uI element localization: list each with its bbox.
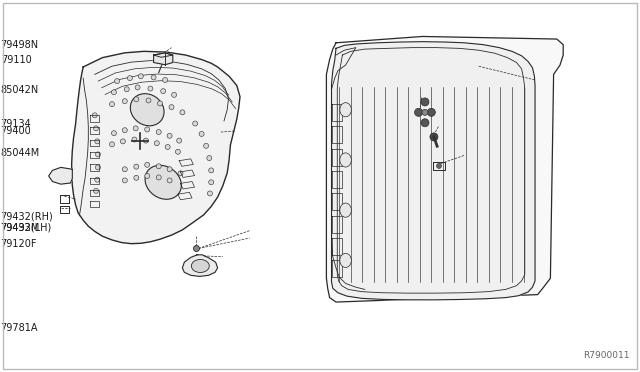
Circle shape (145, 173, 150, 179)
Circle shape (111, 90, 116, 95)
Ellipse shape (340, 153, 351, 167)
Polygon shape (49, 167, 72, 184)
Circle shape (146, 98, 151, 103)
Circle shape (133, 126, 138, 131)
Circle shape (167, 178, 172, 183)
Circle shape (122, 99, 127, 104)
Text: 85042N: 85042N (1, 85, 39, 95)
Circle shape (145, 127, 150, 132)
Circle shape (145, 162, 150, 167)
Circle shape (163, 77, 168, 83)
Circle shape (199, 131, 204, 137)
Ellipse shape (145, 165, 181, 199)
Circle shape (209, 180, 214, 185)
Polygon shape (332, 42, 535, 300)
Circle shape (178, 171, 183, 176)
Circle shape (115, 78, 120, 84)
Circle shape (207, 155, 212, 161)
Circle shape (415, 108, 422, 116)
Circle shape (180, 110, 185, 115)
Circle shape (95, 165, 100, 170)
Circle shape (124, 87, 129, 92)
Text: 85044M: 85044M (1, 148, 40, 158)
Ellipse shape (340, 203, 351, 217)
Circle shape (127, 76, 132, 81)
Circle shape (161, 89, 166, 94)
Circle shape (167, 133, 172, 138)
Circle shape (120, 139, 125, 144)
Circle shape (436, 163, 442, 169)
Text: 79120F: 79120F (0, 239, 36, 248)
Circle shape (109, 142, 115, 147)
Polygon shape (154, 53, 173, 65)
Text: 79432(RH): 79432(RH) (1, 212, 53, 221)
Circle shape (138, 74, 143, 79)
Circle shape (132, 137, 137, 142)
Circle shape (156, 175, 161, 180)
Ellipse shape (340, 103, 351, 117)
Circle shape (148, 86, 153, 91)
Circle shape (93, 188, 99, 193)
Circle shape (135, 85, 140, 90)
Circle shape (207, 191, 212, 196)
Text: 79134: 79134 (1, 119, 31, 128)
Circle shape (177, 138, 182, 143)
Circle shape (134, 97, 139, 102)
Circle shape (122, 167, 127, 172)
Polygon shape (182, 255, 218, 276)
Circle shape (204, 143, 209, 148)
Circle shape (95, 152, 100, 157)
Text: 79498N: 79498N (0, 41, 38, 50)
Circle shape (175, 149, 180, 154)
Circle shape (93, 126, 99, 131)
Circle shape (156, 129, 161, 135)
Circle shape (422, 109, 428, 115)
Circle shape (151, 75, 156, 80)
Circle shape (109, 102, 115, 107)
Polygon shape (72, 51, 240, 244)
Circle shape (165, 144, 170, 150)
Circle shape (111, 131, 116, 136)
Circle shape (428, 108, 435, 116)
Text: 79433(LH): 79433(LH) (1, 223, 52, 232)
Circle shape (157, 101, 163, 106)
Circle shape (122, 178, 127, 183)
Circle shape (143, 138, 148, 143)
Text: 79400: 79400 (1, 126, 31, 136)
Text: 79110: 79110 (1, 55, 31, 65)
Circle shape (134, 175, 139, 180)
Circle shape (169, 105, 174, 110)
Ellipse shape (131, 94, 164, 126)
Circle shape (154, 141, 159, 146)
Circle shape (209, 168, 214, 173)
Circle shape (172, 92, 177, 97)
Circle shape (193, 121, 198, 126)
Circle shape (95, 177, 100, 182)
Text: 79492M: 79492M (0, 223, 40, 232)
Circle shape (430, 133, 438, 141)
Circle shape (134, 164, 139, 169)
Circle shape (92, 113, 97, 118)
Ellipse shape (191, 260, 209, 272)
Text: R7900011: R7900011 (584, 351, 630, 360)
Circle shape (95, 139, 100, 144)
Text: 79781A: 79781A (1, 323, 38, 333)
Circle shape (421, 119, 429, 127)
Circle shape (156, 164, 161, 169)
Circle shape (193, 246, 200, 251)
Circle shape (421, 98, 429, 106)
Circle shape (167, 167, 172, 172)
Circle shape (122, 128, 127, 133)
Ellipse shape (340, 253, 351, 267)
Polygon shape (326, 36, 563, 302)
